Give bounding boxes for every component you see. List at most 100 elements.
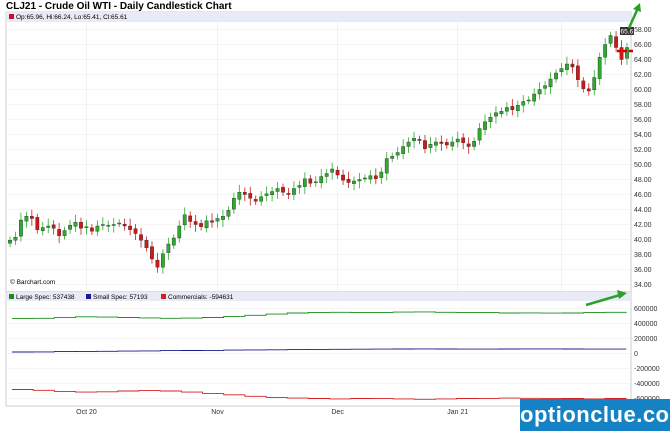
candle-body [139,234,143,241]
cot-legend-label: Commercials: -594631 [168,294,234,301]
price-tick-label: 60.00 [634,87,652,94]
candle-body [346,178,351,183]
cot-tick-label: 400000 [634,321,657,328]
price-tick-label: 36.00 [634,267,652,274]
candle-body [286,193,291,195]
candle-body [204,220,209,229]
candle-body [40,227,45,232]
candle-body [84,226,89,228]
candle-body [423,140,427,149]
candle-body [150,246,154,260]
cot-series-line [12,348,627,353]
candle-body [390,156,395,159]
candle-body [177,225,182,239]
candle-body [133,228,138,234]
price-tick-label: 48.00 [634,177,652,184]
green-arrow-cot-shaft [585,293,621,307]
price-axis: 68.00 66.00 64.00 62.00 60.00 58.00 56.00 54.00… [634,27,652,289]
cot-legend-marker [161,294,166,299]
x-tick-label: Nov [211,409,224,416]
candle-body [237,192,242,200]
candle-body [455,138,460,143]
cot-legend-label: Large Spec: 537438 [16,294,75,301]
price-tick-label: 52.00 [634,147,652,154]
candle-body [575,65,580,80]
green-arrow-cot-head [617,290,627,299]
last-price-tag [620,27,634,35]
cot-panel-header-band [6,292,631,301]
candlestick-series [8,31,629,274]
candle-body [477,128,482,141]
candle-body [19,219,23,237]
candle-body [505,107,509,112]
candle-body [434,141,438,146]
candle-body [461,137,466,143]
candle-body [248,193,253,199]
candle-body [275,188,280,192]
cot-series-lines [12,311,627,400]
candle-body [144,240,149,248]
candle-body [308,178,313,184]
x-tick-label: Dec [331,409,344,416]
cot-tick-label: -400000 [634,381,660,388]
candle-body [210,220,214,223]
candle-body [357,179,362,182]
x-tick-label: Oct 20 [76,409,97,416]
candle-body [341,174,345,181]
cot-series-line [12,389,627,400]
candle-body [472,141,476,147]
candle-body [73,222,78,227]
candle-body [379,171,384,178]
candle-body [221,216,225,220]
price-tick-label: 50.00 [634,162,652,169]
candle-body [171,237,176,246]
candle-body [363,177,367,180]
candle-body [450,141,455,147]
cot-legend-marker [9,294,14,299]
candle-body [543,85,547,89]
price-panel-header-band [6,12,631,22]
price-tick-label: 34.00 [634,282,652,289]
candle-body [188,215,193,222]
candle-body [412,138,416,142]
candle-body [597,57,602,79]
cot-legend: Large Spec: 537438 Small Spec: 57193 Comme… [9,294,234,301]
cot-tick-label: 0 [634,351,638,358]
candle-body [603,44,608,58]
candle-body [428,144,433,148]
price-tick-label: 42.00 [634,222,652,229]
barchart-credit: © Barchart.com [10,278,55,286]
candle-body [161,253,165,268]
price-tick-label: 56.00 [634,117,652,124]
candle-body [488,117,493,122]
price-panel-background [5,11,632,293]
green-up-arrow-shaft [627,7,640,29]
cot-tick-label: 200000 [634,336,657,343]
candle-body [537,89,542,95]
candle-body [155,259,160,268]
candle-body [532,93,537,102]
candle-body [111,224,116,226]
candle-body [466,143,471,147]
cot-tick-label: 600000 [634,306,657,313]
x-tick-label: Jan 21 [447,409,468,416]
candle-body [614,36,618,48]
candle-body [313,181,318,183]
cot-legend-marker [86,294,91,299]
candle-body [352,180,356,184]
candle-body [182,214,187,226]
price-tick-label: 68.00 [634,27,652,34]
price-tick-label: 54.00 [634,132,652,139]
green-up-arrow-head [633,3,641,12]
candle-body [581,80,586,89]
candle-body [62,230,67,236]
candle-body [57,229,62,236]
candle-body [292,188,296,195]
candle-body [281,187,285,193]
candle-body [51,224,56,229]
candle-body [122,223,127,227]
candle-body [494,112,498,117]
